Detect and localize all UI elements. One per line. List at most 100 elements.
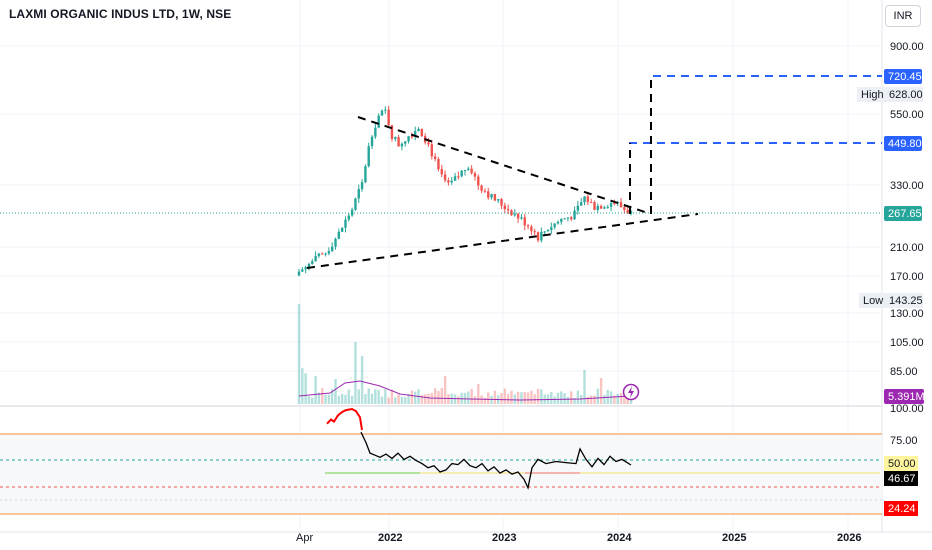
price-tick: 105.00 bbox=[890, 337, 924, 349]
volume-bar bbox=[390, 389, 394, 404]
volume-bar bbox=[317, 392, 321, 404]
candle-body bbox=[420, 128, 424, 137]
volume-bar bbox=[350, 395, 354, 404]
svg-text:628.00: 628.00 bbox=[889, 89, 923, 101]
candle-body bbox=[566, 217, 570, 219]
volume-bar bbox=[589, 395, 593, 404]
candle-body bbox=[347, 215, 350, 220]
candle-body bbox=[414, 131, 417, 137]
candle-body bbox=[467, 168, 470, 170]
volume-bar bbox=[540, 389, 543, 404]
volume-bar bbox=[560, 391, 563, 404]
candle-body bbox=[580, 202, 583, 206]
volume-bar bbox=[573, 397, 576, 404]
candle-body bbox=[520, 217, 523, 219]
volume-bar bbox=[570, 391, 573, 404]
volume-bar bbox=[380, 396, 384, 404]
price-tick: 130.00 bbox=[890, 308, 924, 320]
resistance-trendline[interactable] bbox=[357, 116, 649, 214]
candle-body bbox=[583, 196, 586, 203]
candle-body bbox=[599, 206, 603, 209]
volume-bar bbox=[503, 388, 507, 404]
time-tick: 2025 bbox=[722, 532, 746, 544]
candle-body bbox=[490, 194, 493, 198]
chart-title: LAXMI ORGANIC INDUS LTD, 1W, NSE bbox=[9, 7, 232, 21]
volume-bar bbox=[516, 391, 520, 404]
volume-bar bbox=[523, 391, 526, 404]
volume-bar bbox=[556, 392, 560, 404]
volume-bar bbox=[510, 390, 513, 404]
rsi-overbought-line bbox=[326, 407, 363, 431]
candle-body bbox=[304, 267, 307, 270]
candle-body bbox=[550, 227, 553, 231]
candle-body bbox=[337, 231, 341, 239]
horizontal-grid bbox=[0, 45, 882, 372]
candle-body bbox=[324, 253, 327, 255]
volume-bar bbox=[331, 389, 334, 404]
volume-bar bbox=[414, 391, 417, 404]
time-tick: 2022 bbox=[378, 532, 402, 544]
volume-bar bbox=[506, 393, 510, 404]
candle-body bbox=[317, 253, 321, 256]
candle-body bbox=[533, 231, 536, 233]
candle-body bbox=[453, 176, 457, 181]
candle-body bbox=[497, 199, 500, 201]
candle-body bbox=[400, 143, 404, 147]
volume-bar bbox=[357, 389, 360, 404]
candle-body bbox=[417, 128, 420, 132]
candle-body bbox=[596, 206, 599, 210]
candle-body bbox=[407, 136, 410, 142]
lightning-icon[interactable] bbox=[622, 383, 640, 401]
candle-body bbox=[387, 109, 390, 126]
volume-bar bbox=[480, 395, 483, 404]
volume-bar bbox=[619, 393, 623, 404]
target-high-line[interactable] bbox=[650, 75, 882, 214]
svg-text:Low: Low bbox=[863, 295, 883, 307]
rsi-current-badge: 46.67 bbox=[884, 471, 918, 486]
volume-bar bbox=[404, 397, 407, 404]
price-tick: 330.00 bbox=[890, 180, 924, 192]
rsi-line bbox=[360, 431, 632, 490]
candle-body bbox=[327, 250, 331, 254]
volume-bar bbox=[483, 397, 487, 404]
candle-body bbox=[510, 210, 513, 216]
candle-body bbox=[603, 207, 606, 209]
volume-bars bbox=[297, 304, 633, 404]
candle-body bbox=[626, 209, 629, 214]
target-mid-badge: 449.80 bbox=[884, 136, 922, 151]
rsi-background bbox=[0, 434, 882, 514]
candle-body bbox=[334, 238, 337, 247]
volume-bar bbox=[453, 394, 457, 404]
volume-bar bbox=[314, 376, 317, 404]
volume-bar bbox=[344, 394, 347, 404]
candle-body bbox=[384, 109, 387, 111]
support-trendline[interactable] bbox=[306, 213, 699, 269]
candle-body bbox=[487, 191, 490, 198]
candle-body bbox=[331, 246, 334, 251]
candle-body bbox=[553, 223, 556, 228]
volume-bar bbox=[377, 390, 380, 404]
volume-bar bbox=[593, 395, 596, 404]
target-mid-line[interactable] bbox=[629, 142, 882, 214]
volume-bar bbox=[337, 395, 341, 404]
volume-ma-line bbox=[298, 380, 631, 401]
candle-body bbox=[623, 207, 626, 210]
candle-body bbox=[321, 253, 324, 255]
volume-bar bbox=[394, 397, 397, 404]
candle-body bbox=[443, 174, 447, 181]
candle-body bbox=[437, 159, 440, 170]
volume-bar bbox=[616, 393, 619, 404]
volume-bar bbox=[327, 394, 331, 404]
volume-bar bbox=[530, 390, 533, 404]
volume-bar bbox=[324, 394, 327, 404]
candle-body bbox=[380, 110, 384, 116]
volume-bar bbox=[599, 378, 603, 404]
currency-button[interactable]: INR bbox=[885, 5, 921, 27]
volume-bar bbox=[433, 388, 437, 404]
candle-body bbox=[344, 219, 347, 228]
volume-bar bbox=[513, 394, 516, 404]
volume-bar bbox=[423, 394, 427, 404]
candle-body bbox=[367, 146, 370, 167]
volume-bar bbox=[384, 389, 387, 404]
